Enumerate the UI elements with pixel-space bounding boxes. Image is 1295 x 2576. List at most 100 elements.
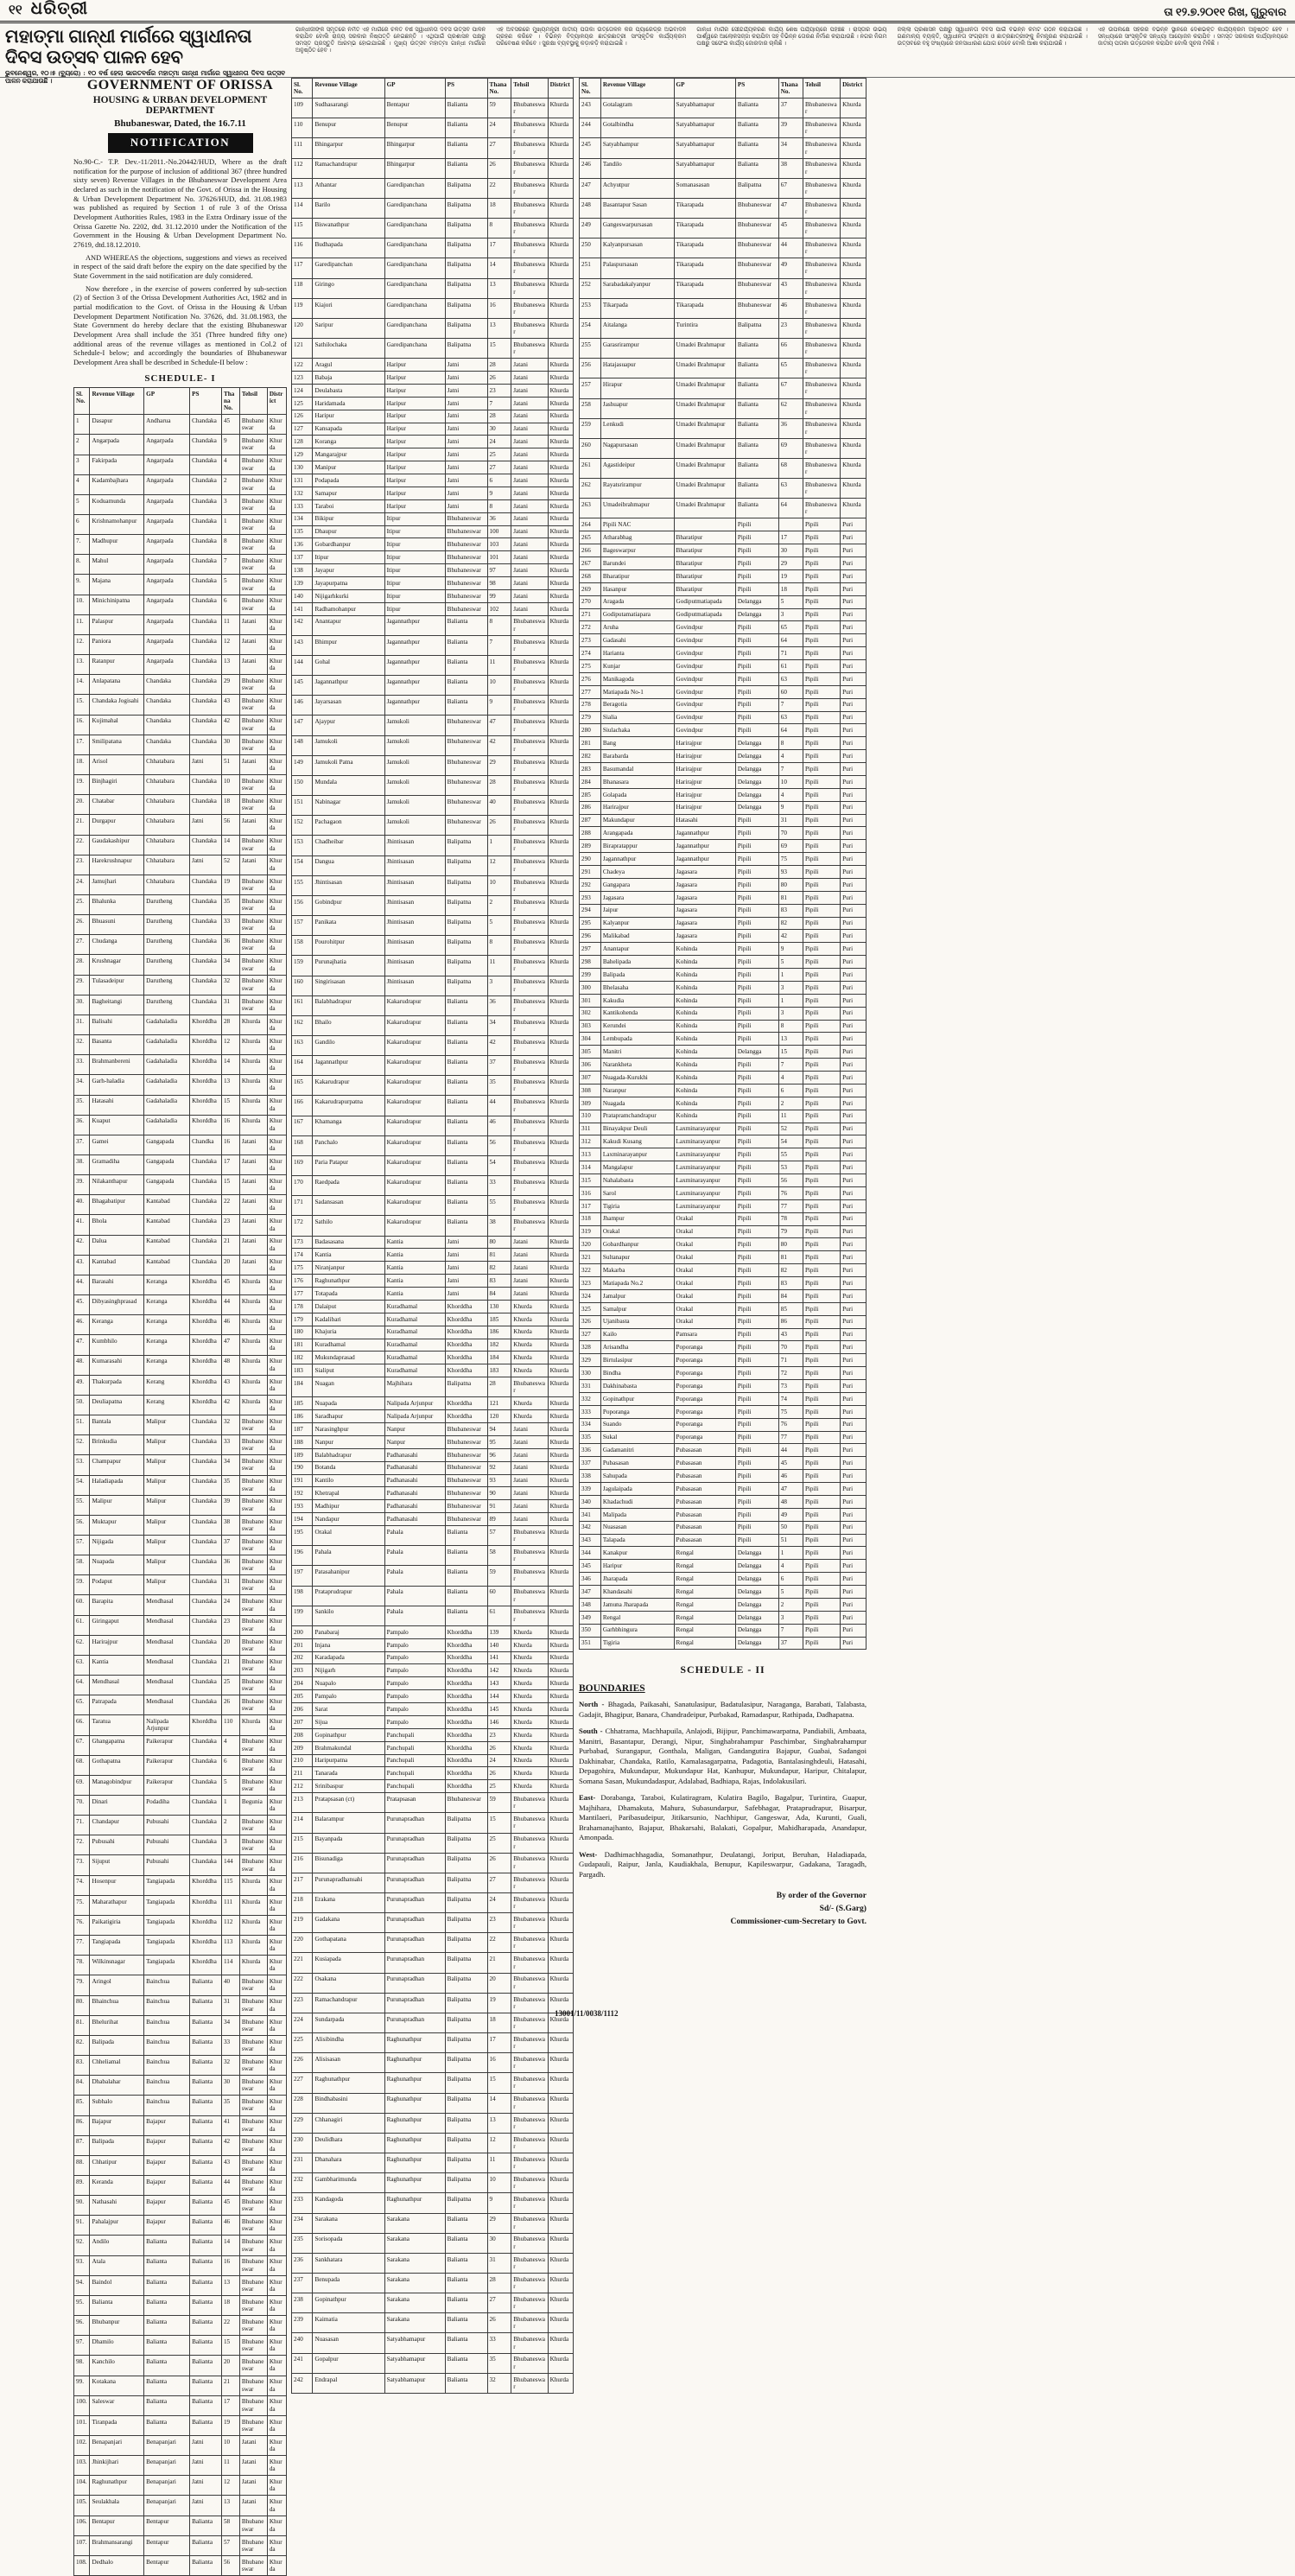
table-cell: 18. xyxy=(73,754,91,776)
table-cell: Khurda xyxy=(266,974,288,995)
table-cell: 177 xyxy=(290,1287,314,1301)
table-cell: Haripur xyxy=(384,486,446,500)
table-row: 290 Jagannathpur Jagannathpur Pipili 75 Pipil… xyxy=(579,852,867,867)
table-cell: 78. xyxy=(73,1955,91,1976)
table-cell: 6 xyxy=(486,474,512,487)
table-cell: 70 xyxy=(778,1340,803,1355)
table-cell: 275 xyxy=(579,659,601,673)
table-cell: Jhintisasan xyxy=(384,915,446,937)
table-row: 341 Malipada Pubasasan Pipili 49 Pipili Puri xyxy=(579,1507,867,1522)
table-cell: Khurda xyxy=(266,2554,288,2576)
table-cell: Khurda xyxy=(547,486,574,500)
department-heading: HOUSING & URBAN DEVELOPMENT DEPARTMENT xyxy=(92,95,268,116)
table-cell: Balipatna xyxy=(444,2132,488,2154)
table-cell: 36 xyxy=(220,934,240,956)
table-cell: Jatani xyxy=(511,371,549,385)
table-cell: Balianta xyxy=(189,2395,222,2416)
table-cell: Khurda xyxy=(266,954,288,976)
table-row: 295 Kalyanpur Jagasara Pipili 82 Pipili Puri xyxy=(579,916,867,931)
table-cell: 80 xyxy=(486,1235,512,1250)
table-cell: Bhubaneswar xyxy=(511,754,549,776)
table-cell: Bhubaneswar xyxy=(238,974,268,995)
table-cell: Haripur xyxy=(384,383,446,398)
table-cell: Pipili xyxy=(802,1148,841,1162)
table-cell: Rengal xyxy=(673,1597,736,1612)
table-cell: Bhubaneswar xyxy=(238,994,268,1015)
table-cell: Khurda xyxy=(511,1753,549,1768)
table-cell: 10 xyxy=(486,875,512,896)
table-cell: Puri xyxy=(840,1301,867,1316)
table-cell: 19 xyxy=(220,874,240,895)
table-cell: 56 xyxy=(220,2554,240,2576)
table-cell: Bajapur xyxy=(143,2154,191,2176)
table-cell: 8 xyxy=(486,218,512,239)
table-cell: 144 xyxy=(220,1854,240,1876)
table-cell: 261 xyxy=(579,457,601,480)
table-cell: Bhubaneswar xyxy=(444,1792,488,1814)
table-cell: 8 xyxy=(486,499,512,513)
table-row: 170 Raedpada Kakarudrapur Balianta 33 Bhubane… xyxy=(290,1175,574,1197)
boundary-west-label: West- xyxy=(579,1849,598,1859)
table-cell: Jhintisasan xyxy=(384,975,446,996)
table-cell: Tangiapada xyxy=(143,1894,191,1916)
table-cell: Jatani xyxy=(511,576,549,590)
table-cell: 7 xyxy=(778,1623,803,1638)
table-cell: 225 xyxy=(290,2032,314,2054)
table-row: 112 Ramachandrapur Bhingarpur Balianta 26 Bhu… xyxy=(290,157,574,179)
table-row: 41. Bhola Kantabad Chandaka 23 Jatani Khurda xyxy=(73,1214,288,1236)
table-row: 7. Madhupur Angarpada Chandaka 8 Bhubaneswar K… xyxy=(73,534,288,556)
table-cell: Sarakana xyxy=(384,2272,446,2294)
table-row: 122 Aragul Haripur Jatni 28 Jatani Khurda xyxy=(290,358,574,372)
table-cell: Sarakana xyxy=(384,2252,446,2274)
table-cell: Khurda xyxy=(547,197,574,219)
table-row: 222 Osakana Purunapradhan Balipatna 20 Bhuban… xyxy=(290,1972,574,1994)
table-row: 285 Golapada Harirajpur Delangga 4 Pipili Puri xyxy=(579,787,867,802)
table-cell: Kantabad xyxy=(143,1214,191,1236)
table-cell: Delangga xyxy=(734,1636,779,1651)
table-cell: Jatni xyxy=(444,474,488,487)
table-cell: 33 xyxy=(486,2332,512,2354)
table-cell: Khurda xyxy=(266,1774,288,1797)
table-cell: Khurda xyxy=(266,1014,288,1036)
table-row: 312 Kakudi Kusang Laxminarayanpur Pipili 54 P… xyxy=(579,1135,867,1149)
table-cell: Garedipanchan xyxy=(312,258,385,279)
table-cell: 10. xyxy=(73,594,91,615)
table-cell: Bhubaneswar xyxy=(511,277,549,299)
table-cell: Delangga xyxy=(734,1610,779,1625)
table-cell: 16 xyxy=(220,1134,240,1156)
table-cell: Bhubaneswar xyxy=(444,601,488,616)
table-cell: 14 xyxy=(220,834,240,855)
table-cell: Pipili xyxy=(734,697,779,712)
table-cell: Balianta xyxy=(444,2272,488,2294)
table-cell: Bhubaneswar xyxy=(238,1594,268,1616)
table-cell: 79 xyxy=(778,1224,803,1239)
table-cell: Jatani xyxy=(511,461,549,475)
table-cell: Jagasara xyxy=(673,903,736,918)
table-cell: Bhubaneswar xyxy=(511,1075,549,1097)
table-cell: Balipatna xyxy=(444,277,488,299)
table-cell: Bhubaneswar xyxy=(238,2235,268,2256)
table-cell: 8 xyxy=(486,935,512,957)
table-cell: 71 xyxy=(778,1353,803,1368)
table-cell: Puri xyxy=(840,890,867,905)
table-row: 129 Mangarajpur Haripur Jatni 25 Jatani Khurda xyxy=(290,448,574,462)
table-cell: Khurda xyxy=(266,2495,288,2516)
table-cell: Khurda xyxy=(547,2212,574,2234)
table-cell: 16. xyxy=(73,714,91,735)
table-cell: Jamukoli xyxy=(384,774,446,797)
table-cell: Bindhabasini xyxy=(312,2092,385,2114)
table-cell: 4 xyxy=(778,787,803,802)
table-cell: 27 xyxy=(486,2293,512,2314)
table-cell: 41 xyxy=(220,2115,240,2136)
table-cell: Khurda xyxy=(266,1614,288,1636)
table-cell: 47 xyxy=(220,1334,240,1356)
table-cell: Khurda xyxy=(511,1338,549,1352)
table-cell: 13 xyxy=(486,277,512,299)
table-cell: Jatni xyxy=(444,1235,488,1250)
table-row: 345 Haripur Rengal Delangga 4 Pipili Puri xyxy=(579,1559,867,1574)
table-cell: 154 xyxy=(290,855,314,876)
table-cell: Khurda xyxy=(266,554,288,576)
table-cell: Pipili xyxy=(734,903,779,918)
table-cell: 191 xyxy=(290,1473,314,1488)
table-cell: 149 xyxy=(290,754,314,776)
